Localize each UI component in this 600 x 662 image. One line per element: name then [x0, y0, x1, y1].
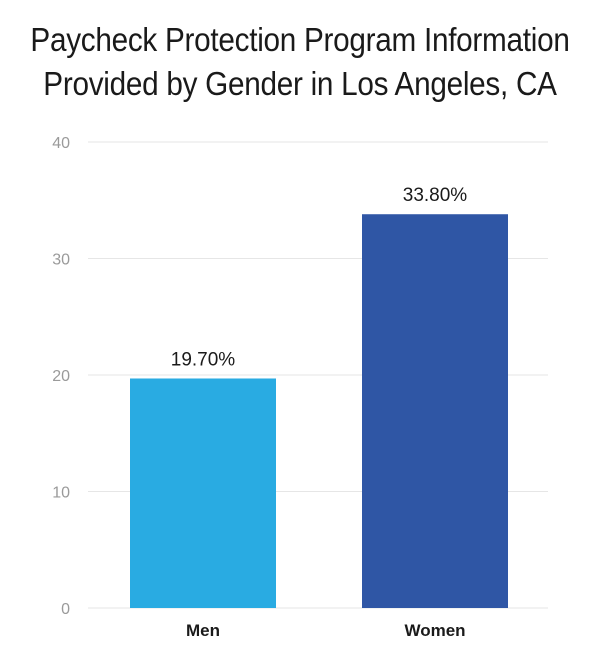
y-tick-label-20: 20	[52, 368, 70, 385]
chart-title: Paycheck Protection Program Information …	[30, 18, 570, 106]
y-tick-label-40: 40	[52, 135, 70, 152]
y-tick-label-30: 30	[52, 252, 70, 269]
data-label-women: 33.80%	[403, 185, 468, 206]
y-tick-label-10: 10	[52, 485, 70, 502]
bar-men	[130, 378, 276, 608]
data-label-men: 19.70%	[171, 349, 236, 370]
bar-women	[362, 214, 508, 609]
x-tick-label-women: Women	[404, 621, 465, 640]
chart-title-line-2: Provided by Gender in Los Angeles, CA	[43, 65, 557, 102]
y-tick-label-0: 0	[61, 601, 70, 618]
x-tick-label-men: Men	[186, 621, 220, 640]
chart-title-line-1: Paycheck Protection Program Information	[30, 21, 570, 58]
